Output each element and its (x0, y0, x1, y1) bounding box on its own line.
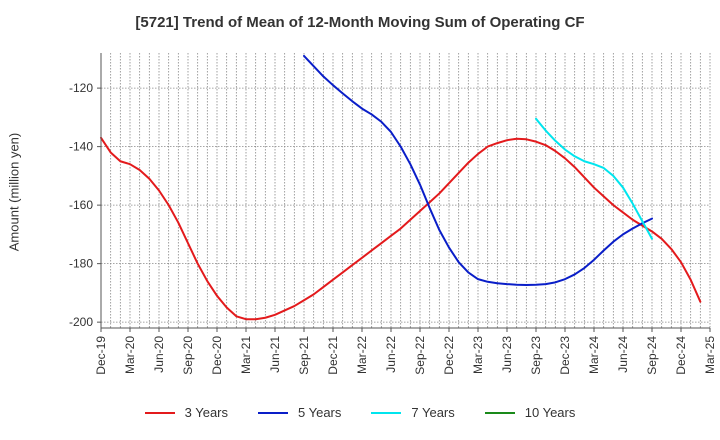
y-tick-label: -160 (69, 198, 93, 212)
legend-item: 10 Years (484, 405, 576, 420)
grid (101, 53, 711, 328)
y-tick-label: -180 (69, 257, 93, 271)
x-tick-label: Mar-22 (355, 336, 369, 374)
chart-title: [5721] Trend of Mean of 12-Month Moving … (135, 14, 585, 31)
legend-swatch (484, 411, 515, 414)
x-tick-label: Dec-19 (94, 336, 108, 375)
x-tick-label: Dec-21 (326, 336, 340, 375)
x-tick-label: Sep-23 (529, 336, 543, 375)
x-tick-label: Jun-24 (616, 336, 630, 373)
plot-area (101, 53, 710, 328)
x-tick-label: Jun-21 (268, 336, 282, 373)
legend-swatch (144, 411, 175, 414)
legend-swatch (258, 411, 288, 414)
series-line-7-years (535, 117, 653, 240)
x-tick-label: Dec-24 (674, 336, 688, 375)
y-tick-label: -140 (69, 140, 93, 154)
series-line-3-years (100, 136, 702, 321)
y-ticks: -120 -140 -160 -180 -200 (69, 81, 101, 329)
axes (100, 53, 710, 329)
x-tick-label: Jun-22 (384, 336, 398, 373)
y-tick-label: -120 (69, 81, 93, 95)
x-tick-label: Jun-23 (500, 336, 514, 373)
x-tick-label: Dec-22 (442, 336, 456, 375)
legend-item: 5 Years (258, 405, 341, 420)
x-tick-label: Mar-25 (703, 336, 717, 374)
x-tick-label: Mar-24 (587, 336, 601, 374)
x-ticks: Dec-19 Mar-20 Jun-20 Sep-20 Dec-20 Mar-21 Jun-… (94, 328, 717, 375)
x-tick-label: Mar-20 (123, 336, 137, 374)
legend-label: 3 Years (184, 405, 228, 420)
x-tick-label: Sep-22 (413, 336, 427, 375)
x-tick-label: Dec-20 (210, 336, 224, 375)
legend-swatch (371, 411, 402, 414)
x-tick-label: Mar-23 (471, 336, 485, 374)
series-lines (100, 54, 702, 321)
x-tick-label: Sep-21 (297, 336, 311, 375)
x-tick-label: Jun-20 (152, 336, 166, 373)
x-tick-label: Sep-24 (645, 336, 659, 375)
x-tick-label: Mar-21 (239, 336, 253, 374)
legend: 3 Years 5 Years 7 Years 10 Years (0, 405, 720, 420)
x-tick-label: Sep-20 (181, 336, 195, 375)
legend-item: 3 Years (144, 405, 228, 420)
legend-label: 5 Years (298, 405, 342, 420)
x-tick-label: Dec-23 (558, 336, 572, 375)
legend-item: 7 Years (371, 405, 455, 420)
legend-label: 7 Years (411, 405, 455, 420)
legend-label: 10 Years (524, 405, 576, 420)
series-line-5-years (303, 54, 653, 286)
y-tick-label: -200 (69, 315, 93, 329)
